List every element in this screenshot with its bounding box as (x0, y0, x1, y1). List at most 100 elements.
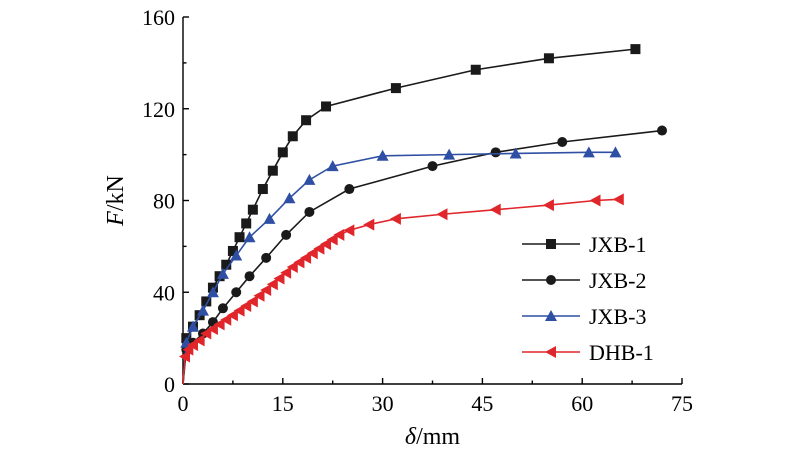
data-point (542, 199, 554, 212)
data-point (234, 232, 245, 243)
data-point (509, 147, 522, 159)
data-point (306, 247, 318, 260)
legend-marker (546, 275, 556, 285)
data-point (221, 259, 232, 270)
series-line (182, 48, 636, 385)
data-point (657, 125, 668, 136)
data-point (246, 295, 258, 308)
x-tick-label: 15 (272, 391, 294, 416)
data-point (217, 303, 228, 314)
data-point (273, 272, 285, 285)
data-point (240, 300, 252, 313)
data-point (609, 146, 622, 158)
data-point (344, 184, 355, 195)
data-point (293, 256, 305, 269)
series-layer (178, 44, 668, 385)
data-point (260, 283, 272, 296)
y-tick-label: 80 (153, 189, 175, 214)
legend-marker (545, 346, 556, 358)
data-point (543, 53, 554, 64)
data-point (178, 350, 190, 363)
data-point (489, 203, 501, 216)
data-point (389, 212, 401, 225)
data-point (557, 137, 568, 148)
series-jxb-1 (181, 44, 641, 385)
data-point (196, 304, 209, 316)
legend: JXB-1 JXB-2 JXB-3 DHB-1 (522, 232, 654, 365)
data-point (363, 218, 375, 231)
data-point (243, 231, 256, 243)
legend-marker (546, 239, 556, 249)
data-point (233, 304, 245, 317)
data-point (436, 208, 448, 221)
data-point (186, 339, 198, 352)
legend-item: DHB-1 (522, 340, 654, 365)
data-point (200, 327, 212, 340)
data-point (281, 229, 292, 240)
data-point (231, 287, 242, 298)
data-point (216, 267, 229, 279)
y-tick-label: 120 (142, 97, 175, 122)
legend-item: JXB-1 (522, 232, 646, 257)
data-point (333, 228, 345, 241)
data-point (267, 165, 278, 176)
data-point (390, 83, 401, 94)
data-point (201, 296, 212, 307)
data-point (241, 218, 252, 229)
data-point (247, 204, 258, 215)
ticks: 0 15 30 45 60 75 0 40 80 120 160 (142, 5, 693, 416)
y-axis-label: F/kN (103, 175, 129, 227)
x-tick-label: 75 (671, 391, 693, 416)
data-point (443, 148, 456, 160)
data-point (300, 251, 312, 264)
data-point (303, 173, 316, 185)
legend-label: DHB-1 (589, 340, 654, 365)
data-point (261, 252, 272, 263)
legend-item: JXB-2 (522, 268, 646, 293)
data-point (206, 322, 218, 335)
legend-label: JXB-1 (589, 232, 646, 257)
series-jxb-3 (180, 146, 622, 385)
x-axis-label: δ/mm (405, 424, 460, 450)
data-point (287, 131, 298, 142)
data-point (612, 193, 624, 206)
data-point (226, 309, 238, 322)
data-point (589, 194, 601, 207)
y-tick-label: 40 (153, 280, 175, 305)
data-point (283, 192, 296, 204)
data-point (220, 313, 232, 326)
data-point (630, 44, 641, 55)
data-point (206, 286, 219, 298)
series-dhb-1 (178, 193, 624, 385)
data-point (376, 149, 389, 161)
legend-label: JXB-3 (589, 304, 646, 329)
legend-marker (545, 310, 557, 321)
x-axis-unit: /mm (416, 424, 460, 450)
x-tick-label: 45 (471, 391, 493, 416)
x-tick-label: 0 (178, 391, 189, 416)
x-tick-label: 60 (571, 391, 593, 416)
data-point (230, 249, 243, 261)
data-point (244, 271, 255, 282)
data-point (320, 238, 332, 251)
data-point (286, 261, 298, 274)
data-point (582, 146, 595, 158)
data-point (193, 334, 205, 347)
data-point (213, 318, 225, 331)
data-point (263, 212, 276, 224)
data-point (257, 184, 268, 195)
x-axis-var: δ (405, 424, 417, 450)
data-point (490, 147, 501, 158)
data-point (326, 233, 338, 246)
y-tick-label: 0 (164, 372, 175, 397)
data-point (227, 245, 238, 256)
y-tick-label: 160 (142, 5, 175, 30)
y-axis-var: F (103, 211, 129, 227)
legend-label: JXB-2 (589, 268, 646, 293)
data-point (277, 147, 288, 158)
data-point (304, 206, 315, 217)
data-point (326, 160, 339, 172)
data-point (427, 161, 438, 172)
data-point (470, 64, 481, 75)
